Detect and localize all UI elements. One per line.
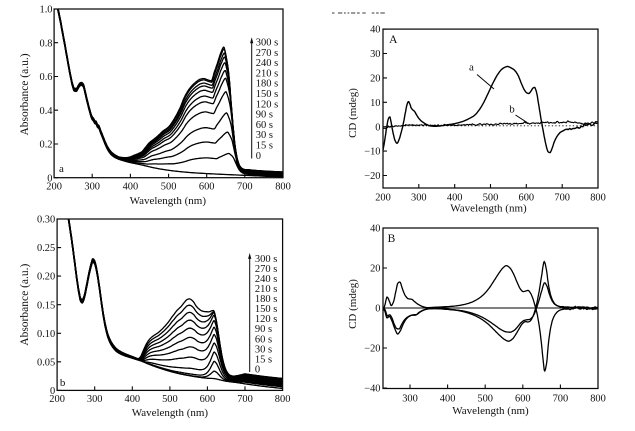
svg-text:Absorbance (a.u.): Absorbance (a.u.): [19, 263, 31, 345]
svg-text:210 s: 210 s: [255, 284, 277, 295]
svg-text:CD (mdeg): CD (mdeg): [347, 279, 359, 329]
svg-text:0.30: 0.30: [37, 215, 55, 226]
svg-text:240 s: 240 s: [255, 274, 277, 285]
svg-text:a: a: [469, 61, 474, 73]
svg-text:Wavelength (nm): Wavelength (nm): [130, 195, 207, 207]
svg-text:400: 400: [123, 182, 139, 193]
svg-text:240 s: 240 s: [256, 58, 278, 69]
svg-text:800: 800: [590, 394, 606, 405]
svg-text:150 s: 150 s: [255, 304, 277, 315]
svg-text:CD (mdeg): CD (mdeg): [347, 88, 359, 138]
svg-text:150 s: 150 s: [256, 89, 278, 100]
svg-text:300: 300: [402, 394, 418, 405]
svg-text:40: 40: [370, 224, 380, 235]
svg-text:−10: −10: [364, 147, 380, 158]
svg-text:30 s: 30 s: [256, 130, 273, 141]
svg-text:10: 10: [370, 98, 380, 109]
svg-text:0.20: 0.20: [37, 272, 55, 283]
svg-text:0.15: 0.15: [37, 300, 55, 311]
svg-text:600: 600: [519, 193, 535, 204]
svg-text:800: 800: [275, 182, 291, 193]
svg-text:270 s: 270 s: [255, 264, 277, 275]
svg-text:700: 700: [553, 394, 569, 405]
svg-text:300: 300: [84, 182, 100, 193]
svg-text:200: 200: [46, 182, 62, 193]
svg-text:300: 300: [411, 193, 427, 204]
svg-text:600: 600: [200, 394, 216, 405]
svg-text:0: 0: [375, 304, 380, 315]
svg-text:0: 0: [375, 122, 380, 133]
svg-text:120 s: 120 s: [255, 314, 277, 325]
svg-text:90 s: 90 s: [256, 110, 273, 121]
svg-text:500: 500: [162, 394, 178, 405]
svg-text:300: 300: [87, 394, 103, 405]
svg-text:700: 700: [237, 182, 253, 193]
svg-text:700: 700: [237, 394, 253, 405]
svg-text:400: 400: [125, 394, 141, 405]
svg-text:180 s: 180 s: [256, 79, 278, 90]
svg-text:400: 400: [447, 193, 463, 204]
svg-text:200: 200: [49, 394, 65, 405]
svg-text:400: 400: [440, 394, 456, 405]
svg-text:0.25: 0.25: [37, 243, 55, 254]
svg-text:b: b: [509, 104, 515, 116]
svg-text:Wavelength (nm): Wavelength (nm): [132, 407, 209, 419]
svg-text:40: 40: [370, 25, 380, 36]
svg-text:15 s: 15 s: [256, 141, 273, 152]
svg-text:−40: −40: [364, 384, 380, 395]
svg-text:600: 600: [199, 182, 215, 193]
svg-text:−20: −20: [364, 344, 380, 355]
svg-text:0.05: 0.05: [37, 357, 55, 368]
svg-text:a: a: [59, 163, 64, 175]
svg-text:0: 0: [256, 151, 261, 162]
svg-text:0: 0: [50, 386, 55, 397]
svg-text:500: 500: [161, 182, 177, 193]
svg-text:200: 200: [375, 193, 391, 204]
svg-text:120 s: 120 s: [256, 99, 278, 110]
svg-text:600: 600: [515, 394, 531, 405]
svg-text:210 s: 210 s: [256, 68, 278, 79]
svg-text:0.6: 0.6: [40, 72, 53, 83]
svg-text:270 s: 270 s: [256, 48, 278, 59]
svg-text:800: 800: [590, 193, 606, 204]
svg-text:180 s: 180 s: [255, 294, 277, 305]
svg-text:90 s: 90 s: [255, 324, 272, 335]
svg-text:700: 700: [554, 193, 570, 204]
svg-text:Wavelength (nm): Wavelength (nm): [450, 202, 527, 214]
svg-text:60 s: 60 s: [256, 120, 273, 131]
svg-text:0.2: 0.2: [40, 140, 53, 151]
svg-text:0.10: 0.10: [37, 329, 55, 340]
svg-text:30: 30: [370, 49, 380, 60]
svg-text:−20: −20: [364, 171, 380, 182]
svg-text:500: 500: [477, 394, 493, 405]
svg-text:B: B: [388, 233, 396, 245]
svg-text:0: 0: [47, 173, 52, 184]
svg-text:0.4: 0.4: [40, 106, 54, 117]
svg-text:1.0: 1.0: [40, 5, 53, 16]
svg-text:300 s: 300 s: [256, 38, 278, 49]
svg-text:A: A: [389, 34, 398, 46]
svg-text:b: b: [60, 377, 66, 389]
svg-text:500: 500: [483, 193, 499, 204]
svg-text:30 s: 30 s: [255, 344, 272, 355]
svg-text:Absorbance (a.u.): Absorbance (a.u.): [19, 53, 31, 135]
svg-text:800: 800: [275, 394, 291, 405]
svg-text:Wavelength (nm): Wavelength (nm): [452, 405, 529, 417]
svg-text:300 s: 300 s: [255, 254, 277, 265]
svg-text:15 s: 15 s: [255, 354, 272, 365]
svg-text:60 s: 60 s: [255, 334, 272, 345]
svg-text:20: 20: [370, 264, 380, 275]
svg-text:0: 0: [255, 364, 260, 375]
svg-text:0.8: 0.8: [40, 38, 53, 49]
svg-text:20: 20: [370, 74, 380, 85]
